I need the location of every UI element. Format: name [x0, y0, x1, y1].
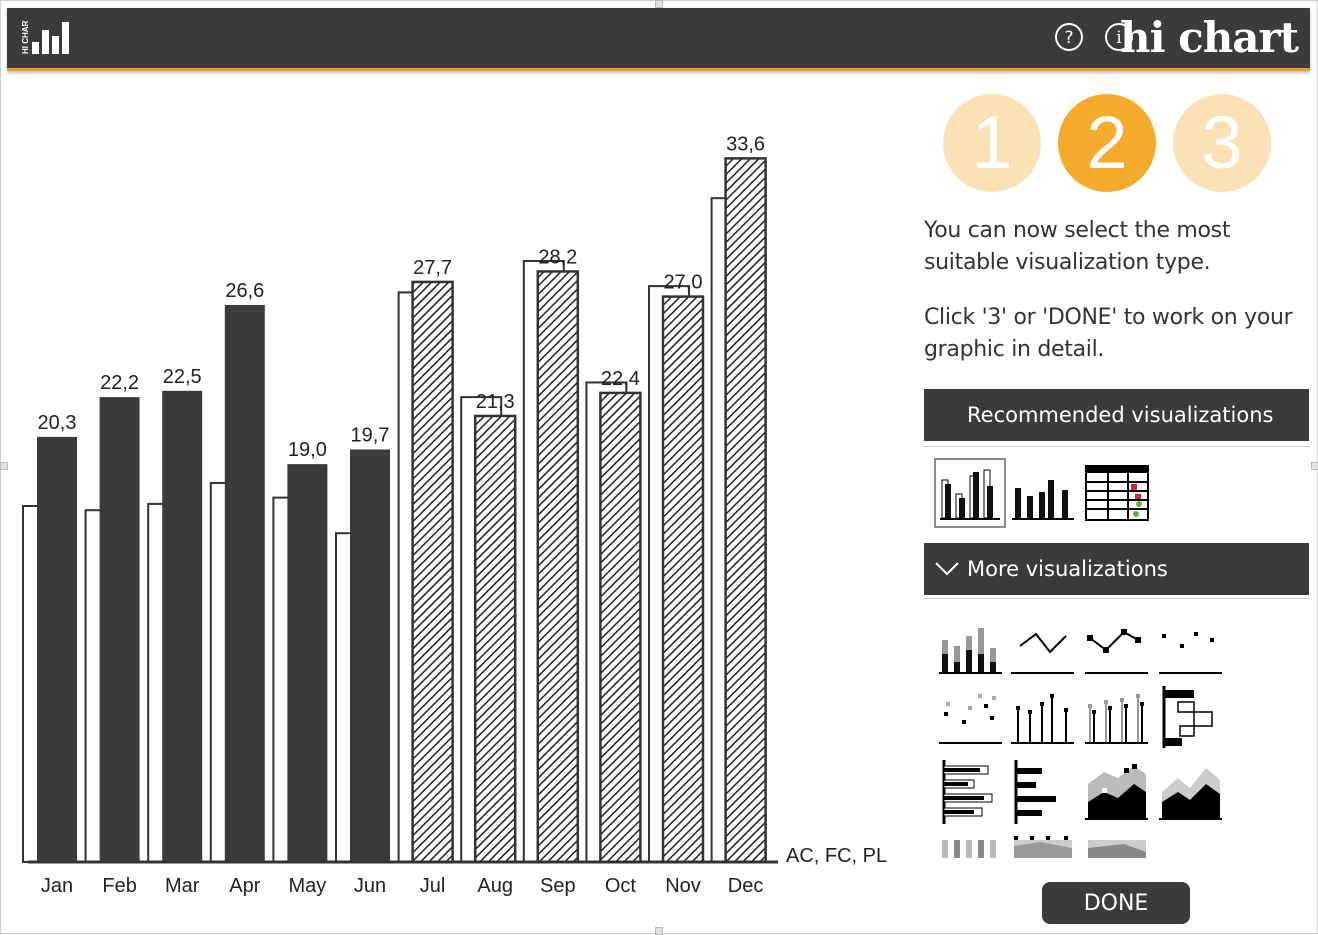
- data-label-jul: 27,7: [413, 257, 452, 279]
- resize-handle[interactable]: [0, 462, 8, 470]
- x-tick-label-nov: Nov: [665, 875, 701, 897]
- info-circle-icon[interactable]: i: [1104, 22, 1134, 52]
- data-label-mar: 22,5: [163, 366, 202, 388]
- x-tick-label-mar: Mar: [165, 875, 200, 897]
- area-icon[interactable]: [1158, 758, 1224, 824]
- done-button[interactable]: DONE: [1042, 882, 1190, 924]
- x-tick-label-feb: Feb: [102, 875, 136, 897]
- bar-compare-icon[interactable]: [938, 758, 1004, 826]
- chevron-down-icon[interactable]: [934, 561, 960, 577]
- step-3-button[interactable]: 3: [1173, 94, 1271, 192]
- x-tick-label-apr: Apr: [229, 875, 260, 897]
- hichart-logo-icon: HI CHART: [20, 20, 69, 54]
- bar-forecast-sep: [536, 270, 580, 864]
- svg-text:i: i: [1116, 28, 1122, 48]
- x-tick-label-aug: Aug: [477, 875, 513, 897]
- bar-forecast-dec: [724, 157, 767, 864]
- data-label-feb: 22,2: [100, 372, 139, 394]
- svg-text:?: ?: [1064, 28, 1073, 48]
- instruction-text-2: Click '3' or 'DONE' to work on your grap…: [924, 305, 1293, 362]
- scatter-icon[interactable]: [938, 692, 1004, 746]
- line-icon[interactable]: [1010, 622, 1076, 676]
- more-visualizations-title: More visualizations: [967, 557, 1168, 581]
- column-actual-plan-icon[interactable]: [934, 458, 1006, 528]
- bar-actual-mar: [162, 390, 203, 862]
- stacked-column-icon[interactable]: [938, 622, 1004, 676]
- data-label-jan: 20,3: [38, 412, 77, 434]
- bar-actual-apr: [224, 304, 265, 862]
- bar-actual-jun: [350, 449, 390, 862]
- waterfall-vertical-icon[interactable]: [1158, 684, 1224, 750]
- data-label-aug: 21,3: [476, 391, 515, 413]
- table-icon[interactable]: [1084, 464, 1150, 522]
- data-label-may: 19,0: [288, 439, 327, 461]
- bar-chart: 20,3 Jan 22,2 Feb 22,5 Mar 26,6 Apr 19,0 May 19,7 J…: [22, 133, 887, 897]
- column-icon[interactable]: [1010, 470, 1076, 522]
- step-1-button[interactable]: 1: [943, 94, 1041, 192]
- data-label-jun: 19,7: [351, 424, 390, 446]
- data-label-oct: 22,4: [601, 368, 640, 390]
- question-circle-icon[interactable]: ?: [1054, 22, 1084, 52]
- data-label-apr: 26,6: [225, 280, 264, 302]
- more-visualizations-header[interactable]: More visualizations: [924, 543, 1309, 595]
- recommended-header[interactable]: Recommended visualizations: [924, 389, 1309, 441]
- scenario-label: AC, FC, PL: [786, 845, 887, 867]
- needle-compare-icon[interactable]: [1084, 692, 1150, 746]
- x-tick-label-may: May: [289, 875, 327, 897]
- bar-actual-feb: [99, 397, 140, 862]
- top-bar: HI CHART ? i hi chart: [7, 8, 1310, 71]
- bar-forecast-oct: [599, 391, 642, 864]
- bar-icon[interactable]: [1010, 758, 1076, 826]
- logo-text: HI CHART: [21, 20, 30, 54]
- line-markers-icon[interactable]: [1084, 622, 1150, 676]
- x-tick-label-jan: Jan: [41, 875, 73, 897]
- bar-actual-jan: [37, 436, 77, 862]
- step-indicator: 1 2 3: [940, 94, 1280, 192]
- divider: [924, 598, 1309, 599]
- partial-icon-1[interactable]: [938, 836, 1004, 858]
- resize-handle[interactable]: [655, 0, 663, 8]
- x-tick-label-dec: Dec: [728, 875, 764, 897]
- data-label-nov: 27,0: [664, 272, 703, 294]
- data-label-dec: 33,6: [726, 133, 765, 155]
- x-tick-label-sep: Sep: [540, 875, 576, 897]
- area-markers-icon[interactable]: [1084, 758, 1150, 824]
- dot-scatter-icon[interactable]: [1158, 622, 1224, 676]
- bar-forecast-jul: [411, 280, 454, 864]
- step-2-button[interactable]: 2: [1058, 94, 1156, 192]
- x-tick-label-oct: Oct: [605, 875, 637, 897]
- data-label-sep: 28,2: [538, 246, 577, 268]
- brand-wordmark: hi chart: [1120, 13, 1299, 62]
- x-tick-label-jun: Jun: [354, 875, 386, 897]
- partial-icon-3[interactable]: [1084, 836, 1150, 858]
- resize-handle[interactable]: [1311, 462, 1318, 470]
- x-tick-label-jul: Jul: [420, 875, 446, 897]
- bar-forecast-aug: [473, 414, 517, 864]
- instruction-text-1: You can now select the most suitable vis…: [924, 218, 1231, 275]
- needle-icon[interactable]: [1010, 692, 1076, 746]
- bar-actual-may: [287, 464, 328, 862]
- divider: [924, 446, 1309, 447]
- partial-icon-2[interactable]: [1010, 836, 1076, 858]
- bar-forecast-nov: [661, 295, 705, 864]
